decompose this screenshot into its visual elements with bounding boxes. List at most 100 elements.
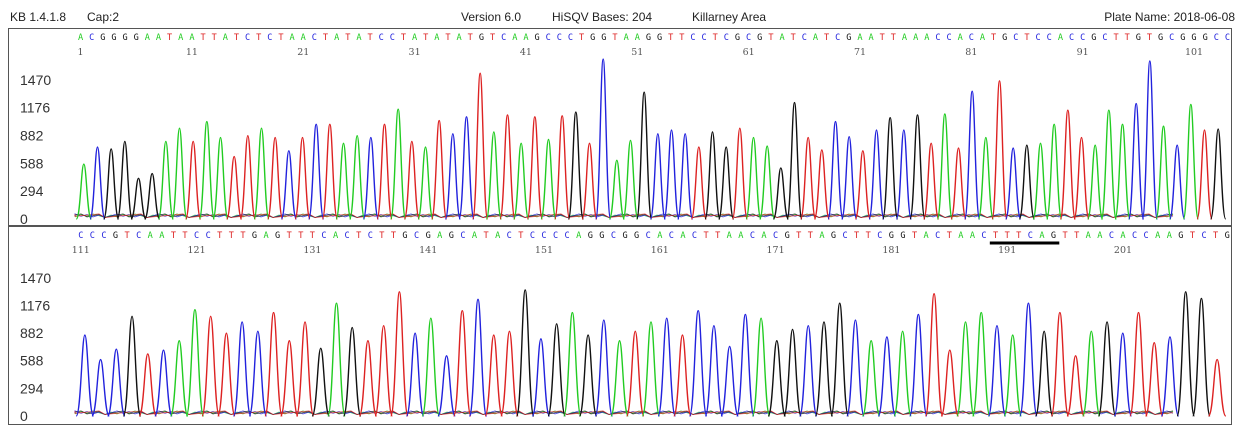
base-call: G	[735, 33, 740, 43]
trace-peak	[106, 348, 126, 417]
base-call: A	[290, 33, 296, 43]
trace-peak	[1100, 109, 1118, 220]
base-call: C	[345, 231, 350, 241]
base-call: T	[229, 231, 234, 241]
trace-peak	[704, 131, 721, 220]
trace-peak	[1081, 330, 1101, 417]
base-call: G	[900, 231, 905, 241]
y-tick-label: 294	[20, 380, 44, 396]
y-tick-label: 0	[20, 408, 28, 424]
trace-peak	[1066, 355, 1085, 417]
trace-peak	[143, 172, 161, 220]
trace-peak	[232, 321, 252, 417]
base-call: A	[913, 33, 919, 43]
trace-peak	[130, 177, 147, 220]
header-bar: KB 1.4.1.8 Cap:2 Version 6.0 HiSQV Bases…	[0, 0, 1240, 28]
base-call: T	[1213, 231, 1218, 241]
base-call: T	[200, 33, 205, 43]
position-label: 91	[1077, 47, 1089, 58]
base-call: C	[530, 231, 535, 241]
base-call: C	[1080, 33, 1085, 43]
base-call: C	[1036, 33, 1041, 43]
base-call: A	[624, 33, 630, 43]
base-call: C	[1144, 231, 1149, 241]
trace-peak	[1209, 128, 1227, 220]
base-call: T	[791, 33, 796, 43]
base-call: A	[779, 33, 785, 43]
trace-peak	[1086, 144, 1104, 220]
trace-peak	[956, 321, 975, 417]
base-call: G	[534, 33, 539, 43]
trace-peak	[212, 136, 229, 220]
base-call: T	[212, 33, 217, 43]
trace-peak	[1144, 341, 1164, 417]
base-call: T	[993, 231, 998, 241]
base-call: A	[301, 33, 307, 43]
base-call: C	[1102, 33, 1107, 43]
base-call: T	[824, 33, 829, 43]
trace-peak	[225, 155, 243, 220]
base-call: A	[1058, 33, 1064, 43]
trace-peak	[389, 108, 407, 220]
base-call: T	[345, 33, 350, 43]
trace-peak	[437, 355, 456, 417]
base-call: C	[78, 231, 83, 241]
trace-peak	[248, 330, 268, 417]
y-tick-label: 588	[20, 353, 44, 369]
trace-peak	[594, 58, 612, 220]
base-call: A	[178, 33, 184, 43]
base-call: A	[156, 33, 162, 43]
base-call: G	[123, 33, 128, 43]
base-call: C	[89, 33, 94, 43]
base-call: C	[553, 231, 558, 241]
trace-peak	[1182, 103, 1200, 220]
base-call: C	[1201, 231, 1206, 241]
base-call: A	[980, 33, 986, 43]
base-call: T	[278, 33, 283, 43]
trace-peak	[924, 293, 944, 417]
trace-peak	[991, 80, 1008, 220]
base-call: T	[468, 33, 473, 43]
base-call: C	[546, 33, 551, 43]
trace-peak	[444, 133, 462, 220]
trace-peak	[581, 142, 598, 220]
base-call: G	[1178, 231, 1183, 241]
trace-peak	[526, 116, 544, 220]
trace-peak	[814, 321, 834, 417]
base-call: G	[1191, 33, 1196, 43]
base-call: G	[1002, 33, 1007, 43]
trace-peak	[471, 72, 489, 220]
trace-peak	[594, 319, 614, 417]
base-call: C	[773, 231, 778, 241]
y-tick-label: 294	[20, 183, 44, 199]
base-call: C	[1047, 33, 1052, 43]
base-call: C	[835, 33, 840, 43]
base-call: A	[813, 33, 819, 43]
base-call: C	[541, 231, 546, 241]
trace-peak	[1141, 60, 1159, 220]
position-label: 71	[854, 47, 866, 58]
base-call: A	[512, 33, 518, 43]
trace-peak	[922, 142, 940, 220]
trace-peak	[294, 136, 311, 220]
trace-peak	[758, 145, 776, 220]
base-call: G	[402, 231, 407, 241]
trace-peak	[567, 111, 585, 220]
base-call: T	[1190, 231, 1195, 241]
base-call: T	[171, 231, 176, 241]
trace-peak	[909, 114, 926, 220]
base-call: C	[321, 231, 326, 241]
trace-peak	[201, 315, 221, 417]
base-call: A	[434, 33, 440, 43]
base-call: A	[263, 231, 269, 241]
y-tick-label: 1176	[20, 100, 50, 116]
position-label: 11	[186, 47, 198, 58]
base-call: C	[1013, 33, 1018, 43]
trace-peak	[405, 332, 425, 417]
base-call: A	[523, 33, 529, 43]
trace-peak	[704, 325, 724, 417]
base-call: C	[1132, 231, 1137, 241]
base-call: A	[1120, 231, 1126, 241]
trace-peak	[458, 116, 475, 220]
trace-peak	[553, 115, 571, 220]
